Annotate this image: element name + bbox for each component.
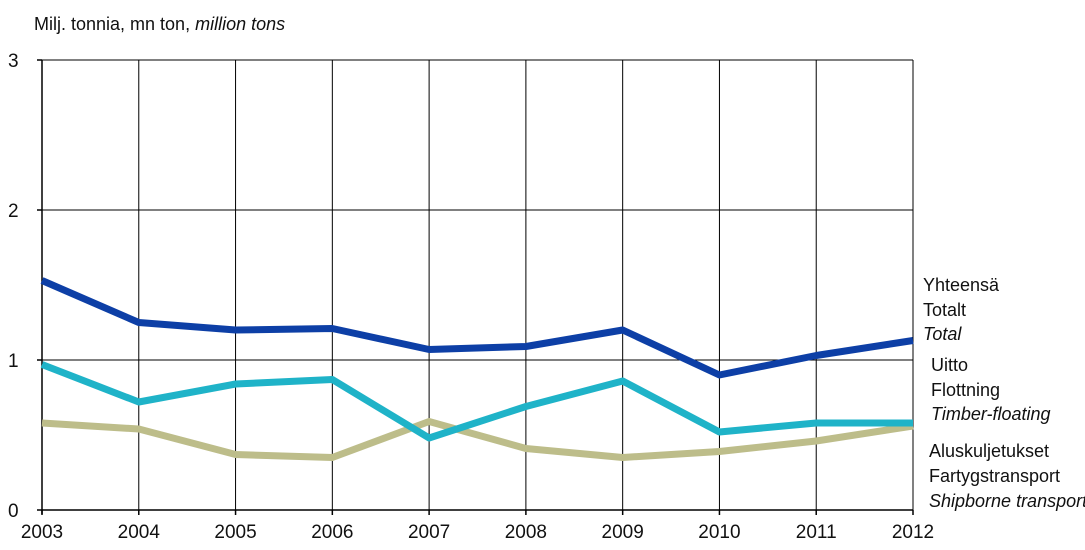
series-line-timber (40, 361, 913, 442)
x-tick-label: 2005 (214, 522, 256, 543)
legend-ship-label-en: Shipborne transport (929, 491, 1085, 511)
x-tick-label: 2004 (118, 522, 161, 543)
legend-shipborne: Aluskuljetukset Fartygstransport Shipbor… (929, 441, 1085, 511)
x-tick-label: 2008 (505, 522, 547, 543)
x-tick-label: 2007 (408, 522, 450, 543)
grid (37, 59, 914, 515)
y-axis-label-main: Milj. tonnia, mn ton, (34, 14, 195, 34)
legend-total-label-sv: Totalt (923, 300, 966, 320)
x-tick-label: 2006 (311, 522, 353, 543)
x-tick-labels: 2003 2004 2005 2006 2007 2008 2009 2010 2011 2012 (21, 522, 934, 543)
y-tick-label: 2 (8, 201, 19, 222)
series-line-total (40, 277, 914, 379)
legend-timber-label-sv: Flottning (931, 380, 1000, 400)
legend-total-label-fi: Yhteensä (923, 275, 1000, 295)
y-tick-label: 0 (8, 501, 19, 522)
y-axis-label: Milj. tonnia, mn ton, million tons (34, 14, 285, 34)
legend-timber-label-fi: Uitto (931, 355, 968, 375)
y-tick-labels: 0 1 2 3 (8, 51, 19, 522)
y-axis-label-english: million tons (195, 14, 285, 34)
legend-ship-label-sv: Fartygstransport (929, 466, 1060, 486)
x-tick-label: 2011 (796, 522, 837, 543)
x-tick-label: 2003 (21, 522, 63, 543)
legend-timber-label-en: Timber-floating (931, 404, 1051, 424)
legend-total: Yhteensä Totalt Total (923, 275, 1000, 344)
x-tick-label: 2012 (892, 522, 934, 543)
y-tick-label: 3 (8, 51, 19, 72)
legend: Yhteensä Totalt Total Uitto Flottning Ti… (923, 275, 1085, 511)
legend-total-label-en: Total (923, 324, 962, 344)
x-tick-label: 2010 (698, 522, 740, 543)
legend-ship-label-fi: Aluskuljetukset (929, 441, 1049, 461)
y-tick-label: 1 (8, 351, 19, 372)
legend-timber-floating: Uitto Flottning Timber-floating (931, 355, 1051, 424)
x-tick-label: 2009 (602, 522, 644, 543)
series-line-ship (41, 418, 914, 461)
series-lines (40, 277, 914, 461)
